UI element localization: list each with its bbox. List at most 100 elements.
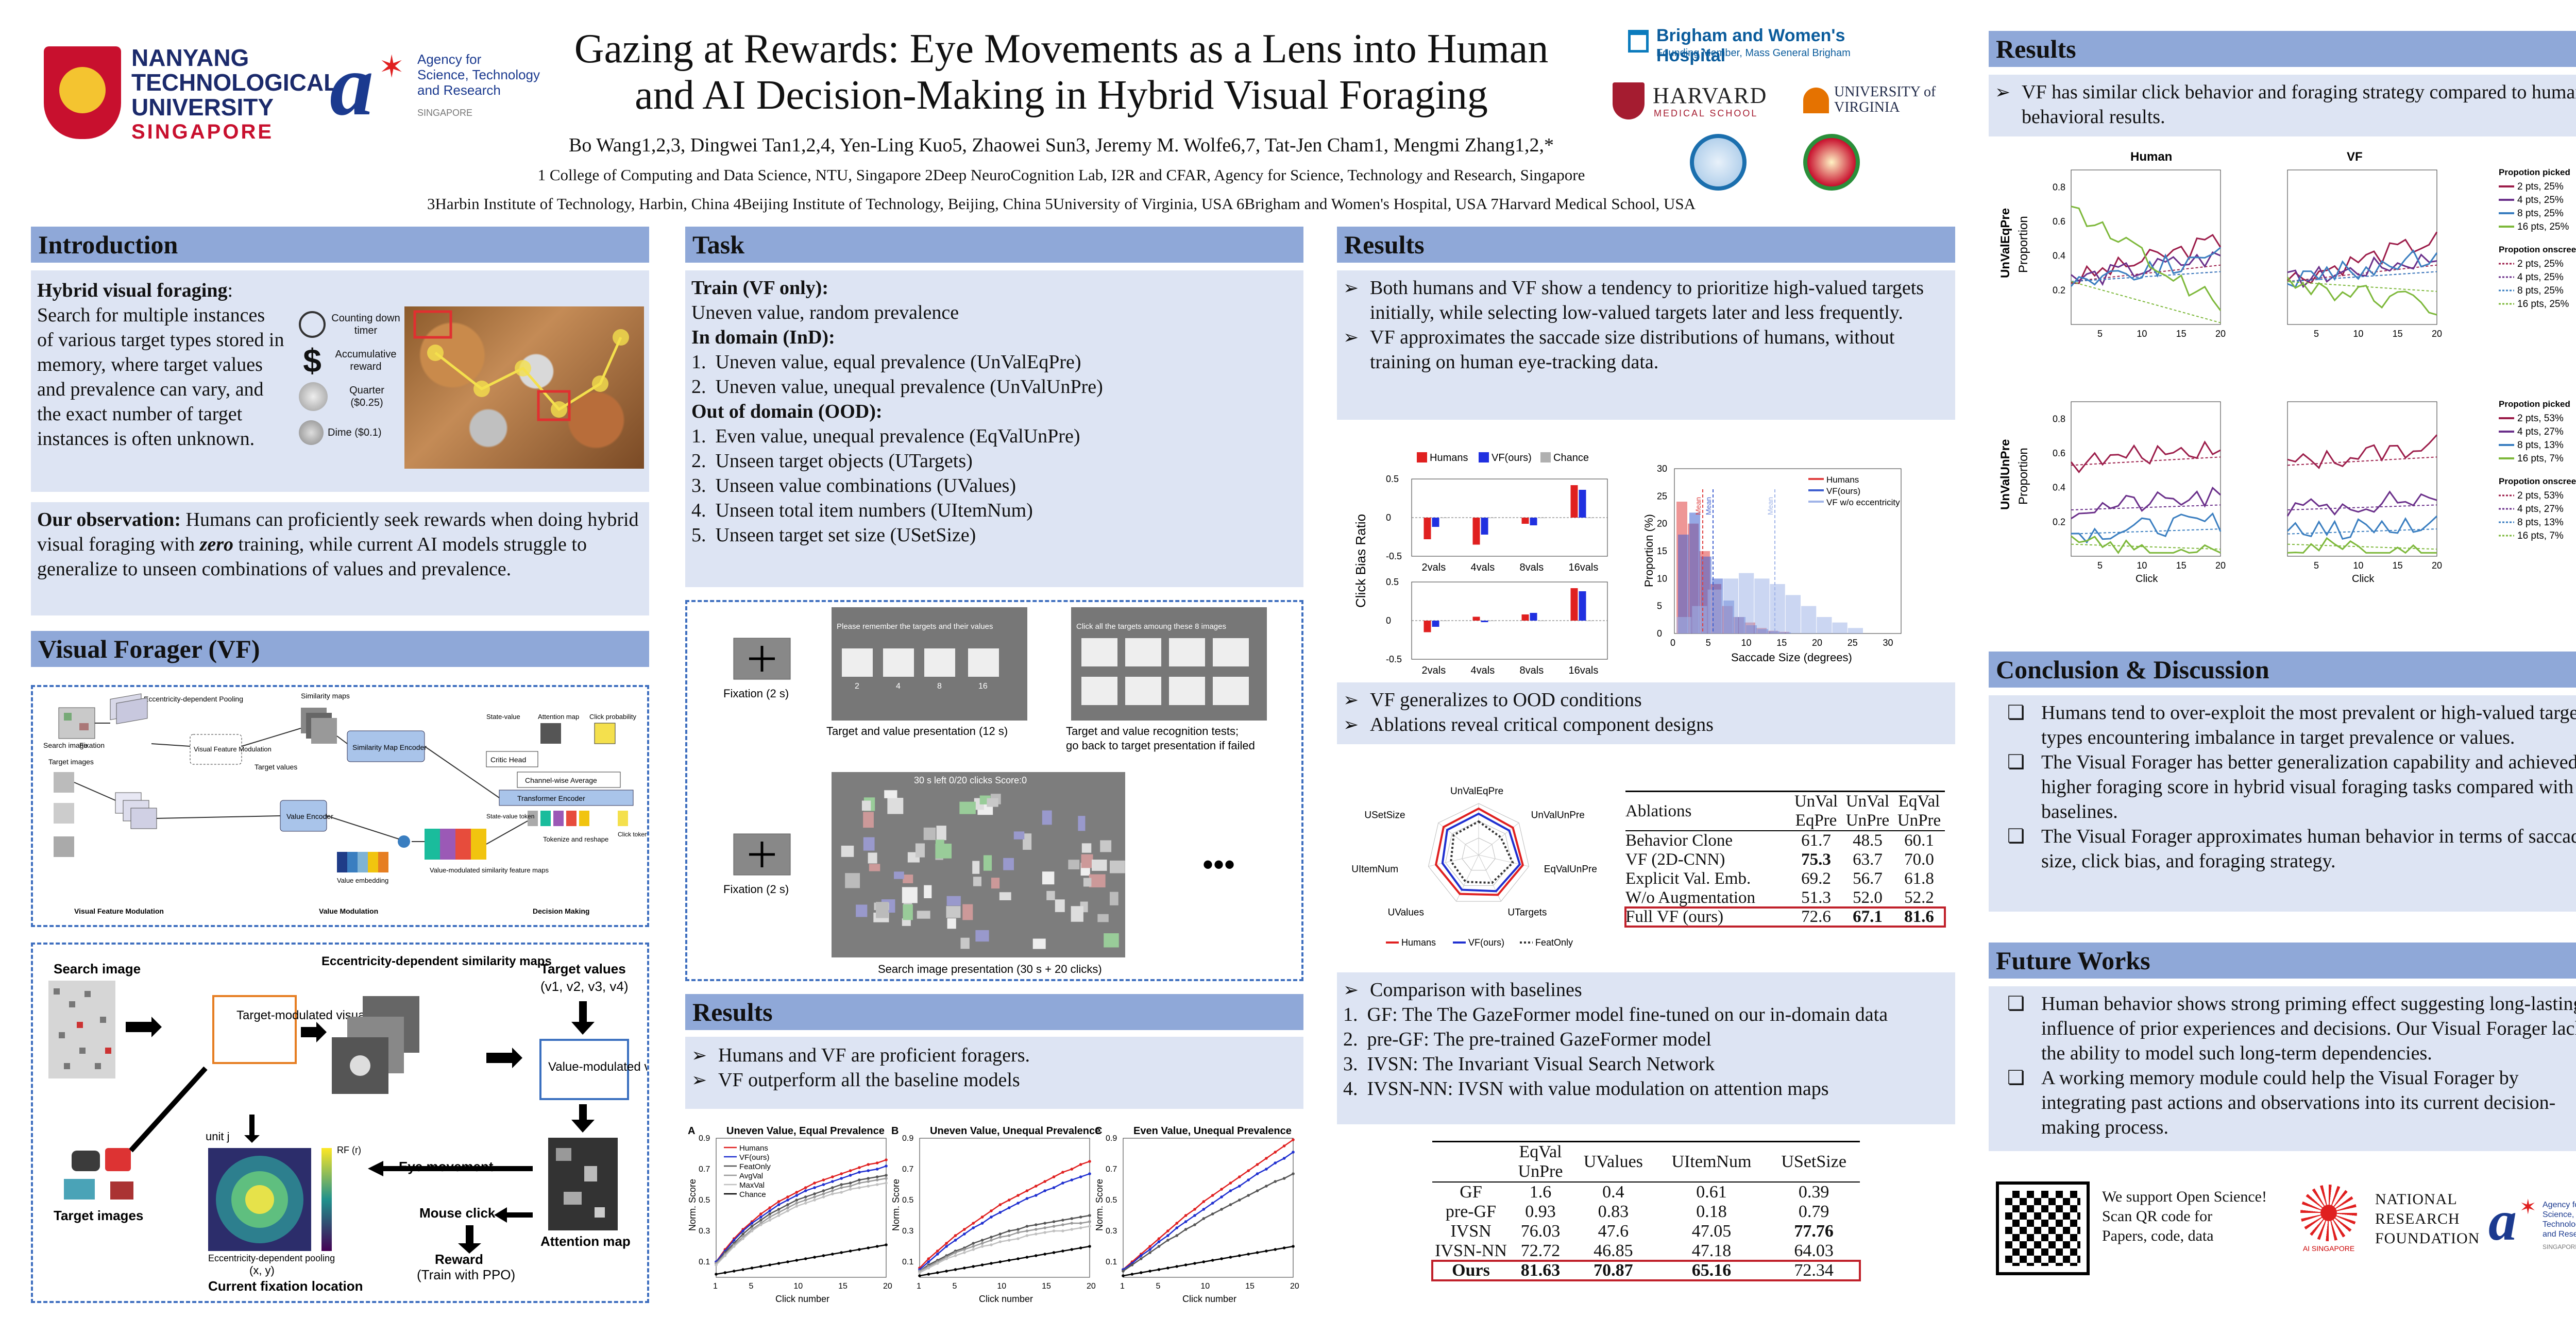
astar-line3: and Research [417, 82, 501, 98]
poster-title: Gazing at Rewards: Eye Movements as a Le… [546, 26, 1577, 118]
series-point [795, 1194, 799, 1197]
hist-bar-VF w/o eccentricity [1723, 578, 1738, 633]
series-point [1265, 1157, 1268, 1160]
nrf-1: NATIONAL [2375, 1191, 2458, 1208]
series-point [1052, 1225, 1056, 1228]
baseline-cell: 70.87 [1594, 1261, 1633, 1280]
series-point [1229, 1256, 1232, 1259]
val-2: 2 [855, 682, 859, 691]
chart-title: Uneven Value, Unequal Prevalence [930, 1125, 1100, 1137]
series-point [831, 1180, 834, 1183]
baseline-cell: GF [1460, 1183, 1482, 1202]
click-prob-thumb [594, 723, 616, 744]
bar-VF(ours) [1530, 518, 1537, 525]
series-point [813, 1192, 816, 1195]
x-tick-label: 20 [1812, 638, 1822, 648]
series-point [945, 1270, 948, 1273]
clutter-item [1104, 933, 1119, 948]
series-point [1088, 1220, 1091, 1223]
x-tick-label: 5 [1706, 638, 1711, 648]
series-point [1007, 1239, 1011, 1242]
bar-Humans [1423, 518, 1431, 539]
y-tick-label: 0.1 [902, 1258, 913, 1266]
series-point [732, 1245, 736, 1248]
x-tick-label: 16vals [1569, 562, 1599, 573]
baseline-cell: IVSN [1450, 1222, 1492, 1241]
x-tick-label: 20 [2432, 329, 2442, 339]
series-point [1139, 1254, 1143, 1257]
legend-label: 2 pts, 25% [2517, 259, 2564, 269]
clutter-item [1109, 892, 1118, 905]
series-point [1238, 1198, 1241, 1202]
lbl-valemb: Value embedding [337, 877, 388, 884]
task-header: Task [685, 227, 1303, 263]
y-tick-label: 20 [1657, 519, 1667, 529]
series-point [1265, 1185, 1268, 1188]
results1-header: Results [685, 994, 1303, 1030]
ablation-cell: 52.0 [1853, 888, 1883, 907]
series-point [1025, 1229, 1029, 1232]
series-point [822, 1183, 825, 1186]
clutter-item [863, 837, 875, 851]
series-point [768, 1215, 772, 1219]
series-point [998, 1211, 1002, 1214]
x-tick-label: 20 [1087, 1282, 1096, 1291]
series-point [858, 1166, 861, 1169]
series-point [804, 1198, 807, 1202]
x-tick-label: 16vals [1569, 665, 1599, 675]
series-point [768, 1263, 772, 1266]
radar-series-FeatOnly [1450, 820, 1514, 884]
future-item-2: A working memory module could help the V… [1995, 1066, 2576, 1140]
series-point [963, 1228, 966, 1231]
task-ind-1: 1. Uneven value, equal prevalence (UnValE… [691, 351, 1081, 373]
series-point [804, 1257, 807, 1260]
x-tick-label: 0 [1670, 638, 1675, 648]
series-point [963, 1251, 966, 1254]
value-embedding [337, 852, 388, 872]
series-point [1079, 1226, 1082, 1229]
y-axis-label: Proportion [2016, 216, 2030, 273]
flow-rf: RF (r) [337, 1145, 361, 1155]
series-point [1088, 1214, 1091, 1217]
series-point [1079, 1163, 1082, 1166]
series-point [1265, 1168, 1268, 1171]
series-point [875, 1168, 879, 1171]
astar-line1: Agency for [417, 52, 482, 67]
x-tick-label: 2vals [1422, 665, 1446, 675]
hvf-def: : Search for multiple instances of vario… [37, 280, 284, 450]
series-point [1034, 1223, 1038, 1226]
hist-bar-VF w/o eccentricity [1739, 573, 1754, 633]
task-tvp: Target and value presentation (12 s) [826, 725, 1008, 738]
series-point [1166, 1234, 1170, 1237]
mean-annotation: Mean [1694, 497, 1702, 515]
series-point [786, 1198, 789, 1202]
clutter-item [903, 875, 913, 883]
series-point [795, 1205, 799, 1208]
astar-a-icon-footer: a [2488, 1189, 2517, 1252]
series-point [858, 1248, 861, 1251]
legend-label: VF(ours) [739, 1153, 769, 1162]
lbl-targets: Target images [48, 758, 94, 766]
y-tick-label: 0.7 [902, 1165, 913, 1174]
series-point [972, 1248, 975, 1251]
multiply-icon [398, 835, 410, 848]
series-point [1247, 1178, 1250, 1181]
bl-h2: UValues [1583, 1152, 1643, 1171]
baseline-cell: 81.63 [1520, 1261, 1561, 1280]
series-point [954, 1254, 957, 1257]
clutter-item [972, 861, 980, 874]
series-point [1211, 1212, 1214, 1215]
radar-axis-label: UValues [1388, 907, 1424, 918]
series-point [715, 1273, 718, 1276]
baseline-cell: 72.34 [1794, 1261, 1834, 1280]
clutter-item [999, 892, 1011, 900]
series-point [1079, 1222, 1082, 1225]
strategy-row-title: UnValUnPre [1998, 439, 2012, 510]
onscreen-line [2071, 456, 2221, 466]
legend-label: FeatOnly [739, 1162, 771, 1171]
qr-code-icon[interactable] [1996, 1181, 2090, 1275]
series-point [1238, 1254, 1241, 1257]
astar-f2: Science, Technology [2543, 1210, 2576, 1229]
clutter-item [973, 877, 981, 886]
y-tick-label: 0.5 [1106, 1196, 1117, 1205]
